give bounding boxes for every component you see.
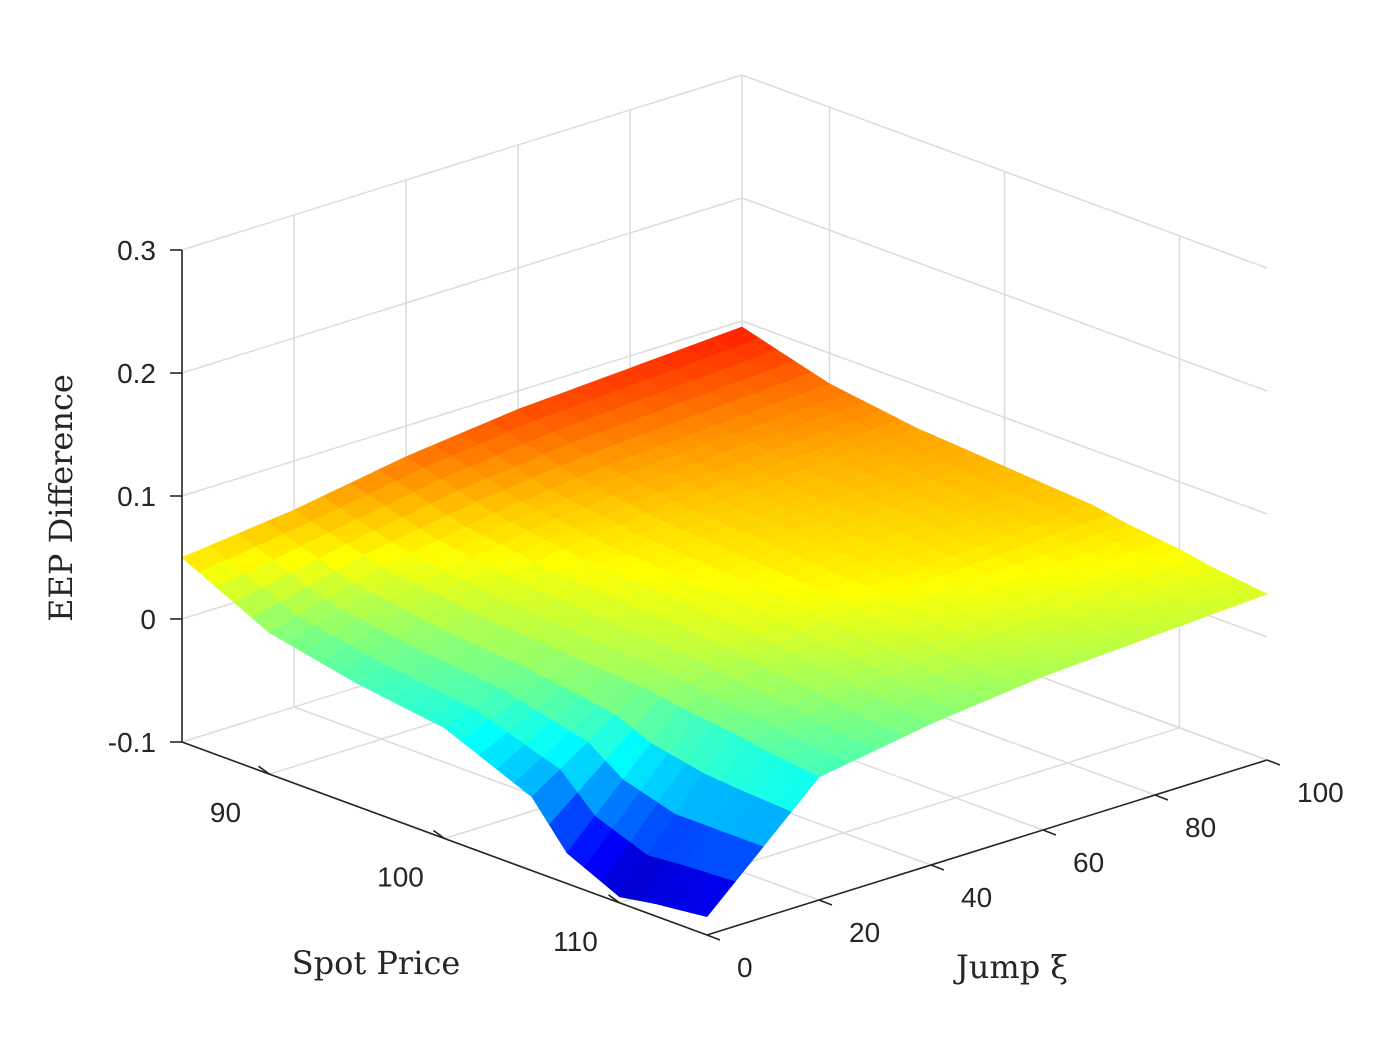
- y-tick-mark: [1042, 829, 1057, 836]
- y-tick-label: 100: [1297, 777, 1344, 808]
- z-tick-label: 0.3: [117, 235, 156, 266]
- x-tick-mark: [258, 765, 270, 775]
- y-tick-mark: [930, 864, 945, 871]
- z-tick-label: -0.1: [108, 727, 156, 758]
- surface-patch: [688, 875, 736, 917]
- y-tick-mark: [1154, 794, 1169, 801]
- y-tick-label: 0: [737, 952, 753, 983]
- z-tick-label: 0: [140, 604, 156, 635]
- x-tick-label: 100: [377, 862, 424, 893]
- x-axis-label: Spot Price: [292, 944, 461, 982]
- y-tick-label: 60: [1073, 847, 1104, 878]
- grid-line-z: [181, 197, 743, 374]
- x-tick-mark: [433, 829, 445, 840]
- y-axis-label: Jump ξ: [953, 948, 1068, 986]
- x-tick-label: 110: [553, 926, 598, 957]
- surface-layer: [181, 326, 1269, 917]
- y-tick-mark: [706, 934, 721, 941]
- grid-line-z: [181, 74, 743, 251]
- y-tick-label: 80: [1185, 812, 1216, 843]
- y-tick-mark: [1266, 759, 1281, 766]
- x-tick-mark: [608, 894, 620, 904]
- z-axis-label: EEP Difference: [42, 374, 80, 622]
- axis-layer: [170, 249, 1281, 941]
- y-tick-label: 40: [961, 882, 992, 913]
- y-tick-mark: [818, 899, 833, 906]
- grid-line-z: [181, 320, 743, 497]
- tick-layer: -0.1 0 0.1 0.2 0.3 90 100 110 0 20 40 60 80 100: [108, 235, 1344, 983]
- y-axis-line: [706, 759, 1268, 936]
- y-tick-label: 20: [849, 917, 880, 948]
- x-tick-label: 90: [210, 797, 241, 828]
- z-tick-label: 0.1: [117, 481, 156, 512]
- z-tick-label: 0.2: [117, 358, 156, 389]
